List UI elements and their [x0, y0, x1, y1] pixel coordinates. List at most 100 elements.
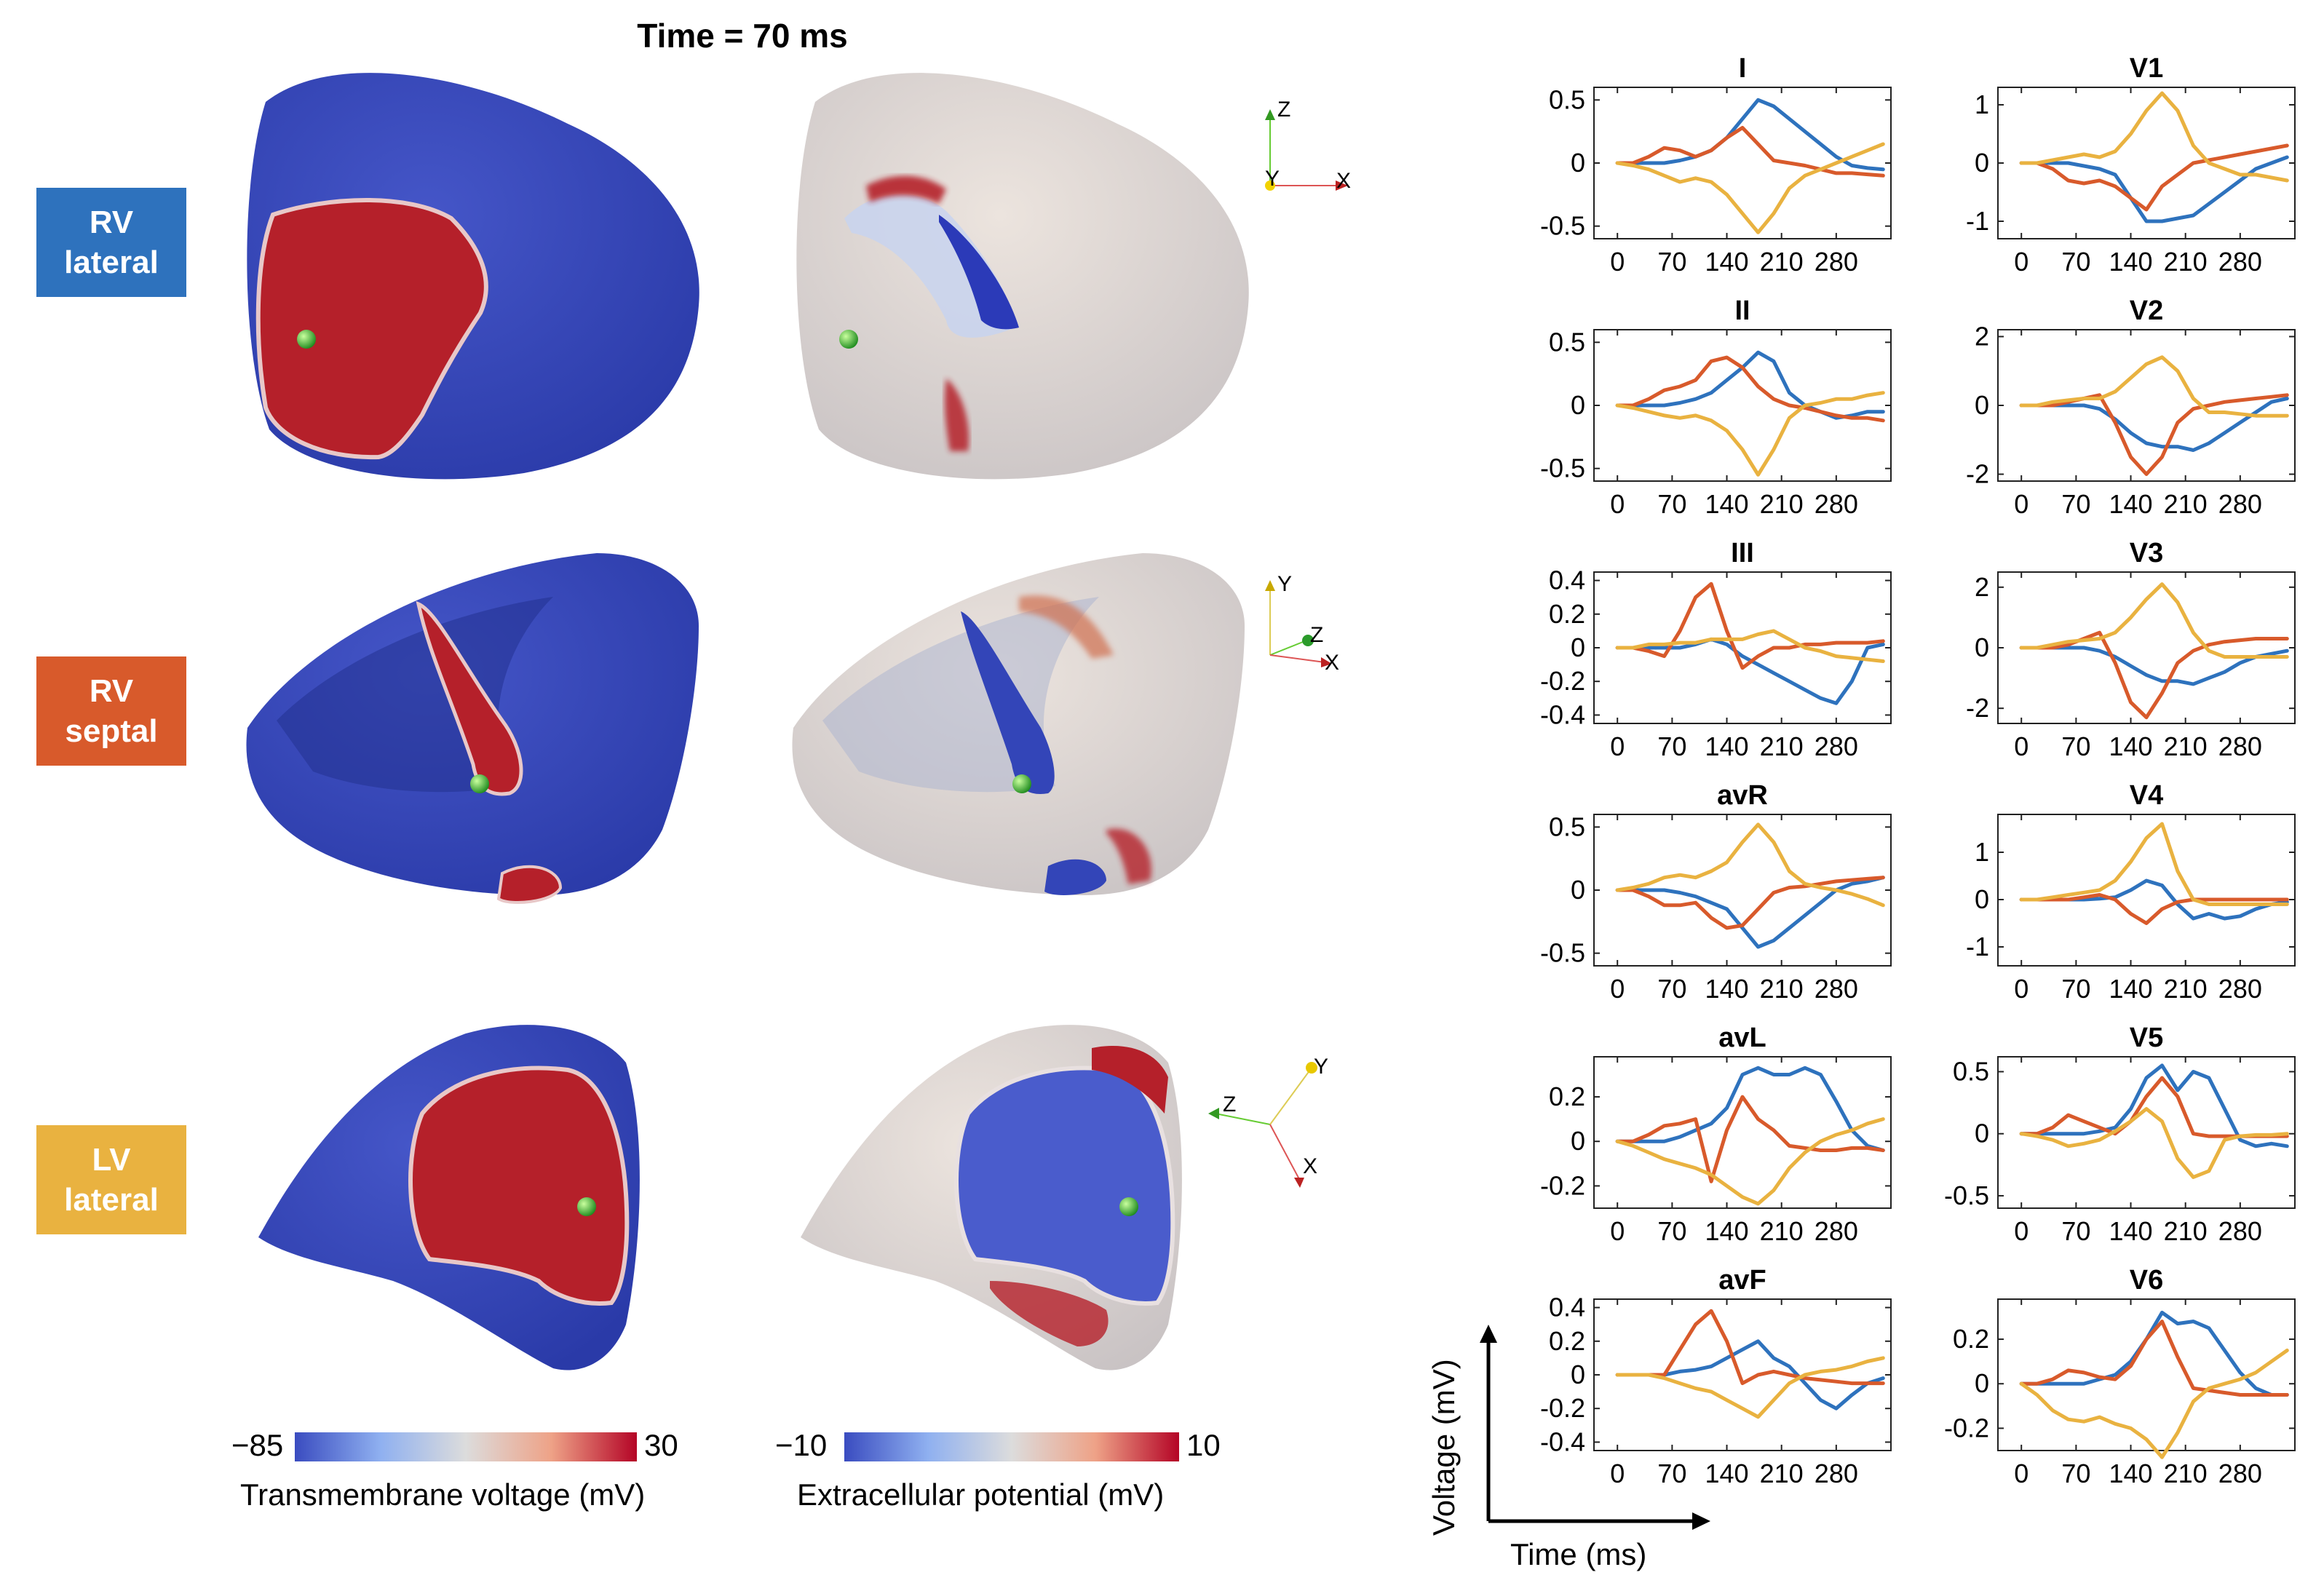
lead-title: avF [1718, 1265, 1766, 1296]
x-tick-label: 0 [1610, 974, 1625, 1004]
x-tick-label: 70 [1657, 489, 1686, 519]
x-tick-label: 280 [2218, 974, 2262, 1004]
triad-axis-label: X [1336, 169, 1351, 193]
series-line-2 [2019, 822, 2289, 906]
lead-title: V5 [2130, 1023, 2163, 1053]
ecg-lead-avL: avL 0 70 140 210 280 -0.2 0 0.2 [1540, 1023, 1892, 1246]
x-tick-label: 70 [2061, 1459, 2090, 1488]
y-tick-label: 0.4 [1549, 1293, 1585, 1322]
y-tick-label: 0.2 [1953, 1324, 1989, 1354]
x-tick-label: 0 [1610, 489, 1625, 519]
case-label-rv-septal: RV septal [36, 656, 186, 766]
x-tick-label: 280 [1815, 974, 1858, 1004]
triad-axis-label: Z [1310, 623, 1323, 647]
y-tick-label: 1 [1975, 90, 1989, 119]
series-line-1 [1615, 1095, 1885, 1183]
x-tick-label: 140 [1705, 1459, 1748, 1488]
colorbar2-max-label: 10 [1186, 1428, 1221, 1462]
x-tick-label: 280 [1815, 1216, 1858, 1246]
colorbar2-min-label: −10 [775, 1428, 828, 1462]
triad-axis-label: X [1325, 651, 1339, 675]
pacing-site-marker [470, 774, 489, 793]
x-tick-label: 0 [2014, 489, 2028, 519]
x-tick-label: 140 [1705, 1216, 1748, 1246]
x-tick-label: 140 [1705, 489, 1748, 519]
case-label-rv-lateral: RV lateral [36, 188, 186, 297]
heart-rv-septal-extracellular [792, 553, 1245, 895]
triad-axis-label: Y [1265, 167, 1280, 191]
ecg-lead-avF: avF 0 70 140 210 280 -0.4 -0.2 0 0.2 0.4 [1540, 1265, 1892, 1488]
y-tick-label: 1 [1975, 837, 1989, 867]
y-tick-label: -0.5 [1540, 211, 1585, 241]
series-line-0 [1615, 1066, 1885, 1152]
y-tick-label: -2 [1966, 693, 1989, 723]
x-tick-label: 0 [2014, 247, 2028, 277]
colorbar1-title: Transmembrane voltage (mV) [240, 1477, 646, 1512]
ecg-lead-V3: V3 0 70 140 210 280 -2 0 2 [1966, 538, 2296, 761]
colorbar-extracellular [844, 1432, 1179, 1461]
plot-frame [1997, 1298, 2296, 1451]
pacing-site-marker [1119, 1197, 1138, 1216]
lead-title: I [1739, 53, 1747, 84]
lead-title: V2 [2130, 295, 2163, 326]
x-tick-label: 0 [2014, 974, 2028, 1004]
x-tick-label: 280 [2218, 731, 2262, 761]
axis-guide [1480, 1325, 1710, 1530]
series-line-2 [1615, 1356, 1885, 1419]
ecg-lead-V2: V2 0 70 140 210 280 -2 0 2 [1966, 295, 2296, 519]
y-tick-label: 0 [1975, 390, 1989, 420]
series-line-2 [1615, 142, 1885, 234]
x-tick-label: 140 [1705, 731, 1748, 761]
series-line-2 [2019, 355, 2289, 418]
y-tick-label: 0 [1571, 632, 1585, 662]
plot-frame [1997, 814, 2296, 967]
y-tick-label: 0.5 [1549, 84, 1585, 114]
series-line-0 [2019, 397, 2289, 452]
series-line-1 [2019, 1076, 2289, 1138]
x-tick-label: 70 [2061, 974, 2090, 1004]
x-tick-label: 210 [1760, 974, 1804, 1004]
case-label-line2: lateral [64, 1182, 159, 1218]
colorbar2-title: Extracellular potential (mV) [797, 1477, 1165, 1512]
heart-lv-lateral-extracellular [801, 1025, 1182, 1370]
x-tick-label: 70 [1657, 974, 1686, 1004]
x-tick-label: 0 [1610, 1216, 1625, 1246]
x-tick-label: 70 [2061, 489, 2090, 519]
y-tick-label: -1 [1966, 206, 1989, 236]
y-tick-label: 0 [1975, 632, 1989, 662]
y-tick-label: -0.2 [1540, 1393, 1585, 1423]
y-tick-label: -0.2 [1944, 1413, 1989, 1443]
x-tick-label: 210 [1760, 247, 1804, 277]
x-tick-label: 70 [1657, 1216, 1686, 1246]
series-line-2 [2019, 1348, 2289, 1459]
pacing-site-marker [839, 330, 858, 349]
lead-title: V6 [2130, 1265, 2163, 1296]
case-label-lv-lateral: LV lateral [36, 1125, 186, 1234]
x-tick-label: 280 [1815, 731, 1858, 761]
guide-xlabel: Time (ms) [1510, 1537, 1647, 1571]
y-tick-label: -0.2 [1540, 666, 1585, 696]
ecg-lead-V5: V5 0 70 140 210 280 -0.5 0 0.5 [1944, 1023, 2296, 1246]
x-tick-label: 210 [1760, 489, 1804, 519]
y-tick-label: 0 [1571, 390, 1585, 420]
series-line-0 [1615, 350, 1885, 420]
plot-frame [1593, 1056, 1892, 1209]
ecg-lead-avR: avR 0 70 140 210 280 -0.5 0 0.5 [1540, 780, 1892, 1004]
guide-ylabel: Voltage (mV) [1427, 1359, 1461, 1536]
ecg-lead-I: I 0 70 140 210 280 -0.5 0 0.5 [1540, 53, 1892, 277]
series-line-2 [2019, 91, 2289, 183]
y-tick-label: 0.5 [1549, 812, 1585, 841]
x-tick-label: 0 [2014, 1216, 2028, 1246]
series-line-1 [1615, 126, 1885, 178]
ecg-lead-V4: V4 0 70 140 210 280 -1 0 1 [1966, 780, 2296, 1004]
series-line-0 [1615, 637, 1885, 705]
y-tick-label: 0 [1975, 148, 1989, 178]
y-tick-label: 0 [1571, 148, 1585, 178]
case-label-line1: RV [89, 673, 134, 709]
colorbar-transmembrane [295, 1432, 637, 1461]
y-tick-label: 0.2 [1549, 1326, 1585, 1356]
y-tick-label: 0 [1975, 1368, 1989, 1398]
heart-rv-lateral-extracellular [796, 73, 1249, 480]
